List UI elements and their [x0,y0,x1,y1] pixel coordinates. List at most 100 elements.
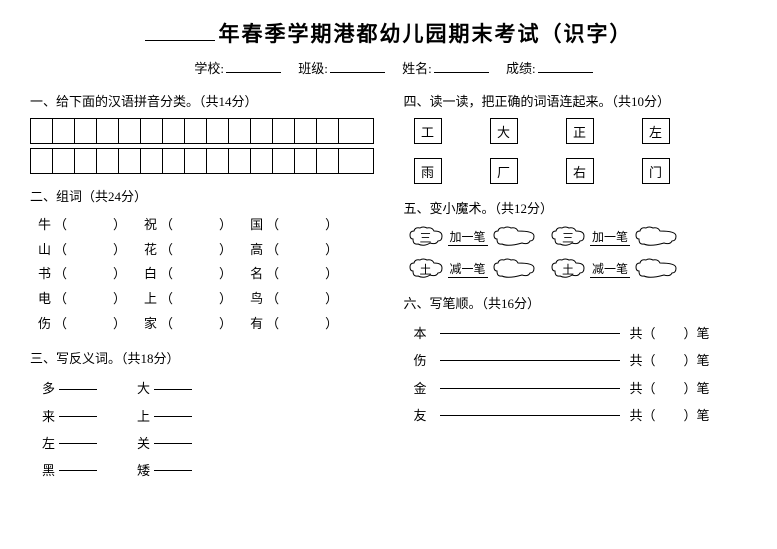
stroke-count: 共（）笔 [630,347,710,374]
cloud-shape: 土 [408,257,444,281]
anti-blank[interactable] [154,416,192,417]
anti-char: 关 [137,430,150,457]
antonym-grid: 多大来上左关黑矮 [30,375,374,484]
word-char: 国 [250,213,264,238]
anti-blank[interactable] [59,470,97,471]
anti-blank[interactable] [59,416,97,417]
anti-blank[interactable] [154,470,192,471]
match-box[interactable]: 大 [490,118,518,144]
match-box[interactable]: 右 [566,158,594,184]
word-paren[interactable]: （） [266,238,338,263]
stroke-count: 共（）笔 [630,402,710,429]
magic-label: 减一笔 [448,260,488,278]
word-char: 伤 [38,312,52,337]
match-box[interactable]: 厂 [490,158,518,184]
word-paren[interactable]: （） [160,262,232,287]
magic-label: 加一笔 [590,228,630,246]
match-box[interactable]: 雨 [414,158,442,184]
sec2-title: 二、组词（共24分） [30,186,374,205]
magic-label: 加一笔 [448,228,488,246]
word-char: 鸟 [250,287,264,312]
word-char: 牛 [38,213,52,238]
school-blank[interactable] [226,72,281,73]
cloud-shape: 三 [550,225,586,249]
match-row-1: 工大正左 [404,118,748,144]
magic-rows: 三加一笔 三加一笔土减一笔 土减一笔 [404,225,748,281]
match-box[interactable]: 左 [642,118,670,144]
name-blank[interactable] [434,72,489,73]
match-box[interactable]: 工 [414,118,442,144]
word-paren[interactable]: （） [266,213,338,238]
pinyin-grid[interactable] [30,118,374,174]
anti-blank[interactable] [59,443,97,444]
match-box[interactable]: 正 [566,118,594,144]
right-column: 四、读一读，把正确的词语连起来。（共10分） 工 大 正 左 雨 厂 右 门 五、变小魔术。… [404,91,748,497]
word-paren[interactable]: （） [266,262,338,287]
word-char: 上 [144,287,158,312]
title-text: 年春季学期港都幼儿园期末考试（识字） [219,22,633,46]
score-label: 成绩: [506,61,536,76]
anti-char: 上 [137,403,150,430]
stroke-rows: 本共（）笔伤共（）笔金共（）笔友共（）笔 [404,320,748,429]
info-row: 学校: 班级: 姓名: 成绩: [30,58,747,77]
sec1-title: 一、给下面的汉语拼音分类。（共14分） [30,91,374,110]
left-column: 一、给下面的汉语拼音分类。（共14分） 二、组词（共24分） 牛（）祝（）国（）… [30,91,374,497]
word-paren[interactable]: （） [54,238,126,263]
anti-char: 多 [42,375,55,402]
anti-char: 左 [42,430,55,457]
word-char: 有 [250,312,264,337]
stroke-char: 伤 [414,347,434,374]
word-paren[interactable]: （） [54,262,126,287]
year-blank[interactable] [145,40,215,41]
word-paren[interactable]: （） [266,287,338,312]
word-char: 高 [250,238,264,263]
word-paren[interactable]: （） [160,238,232,263]
anti-char: 来 [42,403,55,430]
cloud-shape[interactable] [634,257,678,281]
cloud-shape: 土 [550,257,586,281]
word-paren[interactable]: （） [160,287,232,312]
cloud-shape[interactable] [492,225,536,249]
word-paren[interactable]: （） [54,287,126,312]
word-paren[interactable]: （） [160,213,232,238]
stroke-blank[interactable] [440,388,620,389]
anti-char: 黑 [42,457,55,484]
anti-blank[interactable] [154,443,192,444]
class-blank[interactable] [330,72,385,73]
sec6-title: 六、写笔顺。（共16分） [404,293,748,312]
cloud-shape: 三 [408,225,444,249]
cloud-shape[interactable] [492,257,536,281]
word-char: 书 [38,262,52,287]
name-label: 姓名: [402,61,432,76]
stroke-blank[interactable] [440,333,620,334]
sec5-title: 五、变小魔术。（共12分） [404,198,748,217]
stroke-char: 本 [414,320,434,347]
word-char: 名 [250,262,264,287]
word-char: 花 [144,238,158,263]
match-box[interactable]: 门 [642,158,670,184]
stroke-blank[interactable] [440,360,620,361]
exam-title: 年春季学期港都幼儿园期末考试（识字） [30,18,747,48]
word-paren[interactable]: （） [54,312,126,337]
sec3-title: 三、写反义词。（共18分） [30,348,374,367]
word-paren[interactable]: （） [160,312,232,337]
stroke-blank[interactable] [440,415,620,416]
score-blank[interactable] [538,72,593,73]
match-row-2: 雨厂右门 [404,158,748,184]
word-char: 白 [144,262,158,287]
anti-blank[interactable] [59,389,97,390]
anti-blank[interactable] [154,389,192,390]
stroke-char: 友 [414,402,434,429]
word-char: 山 [38,238,52,263]
word-char: 家 [144,312,158,337]
cloud-shape[interactable] [634,225,678,249]
stroke-count: 共（）笔 [630,375,710,402]
school-label: 学校: [194,61,224,76]
stroke-char: 金 [414,375,434,402]
word-grid: 牛（）祝（）国（）山（）花（）高（）书（）白（）名（）电（）上（）鸟（）伤（）家… [30,213,374,336]
word-paren[interactable]: （） [266,312,338,337]
word-paren[interactable]: （） [54,213,126,238]
class-label: 班级: [298,61,328,76]
anti-char: 矮 [137,457,150,484]
sec4-title: 四、读一读，把正确的词语连起来。（共10分） [404,91,748,110]
